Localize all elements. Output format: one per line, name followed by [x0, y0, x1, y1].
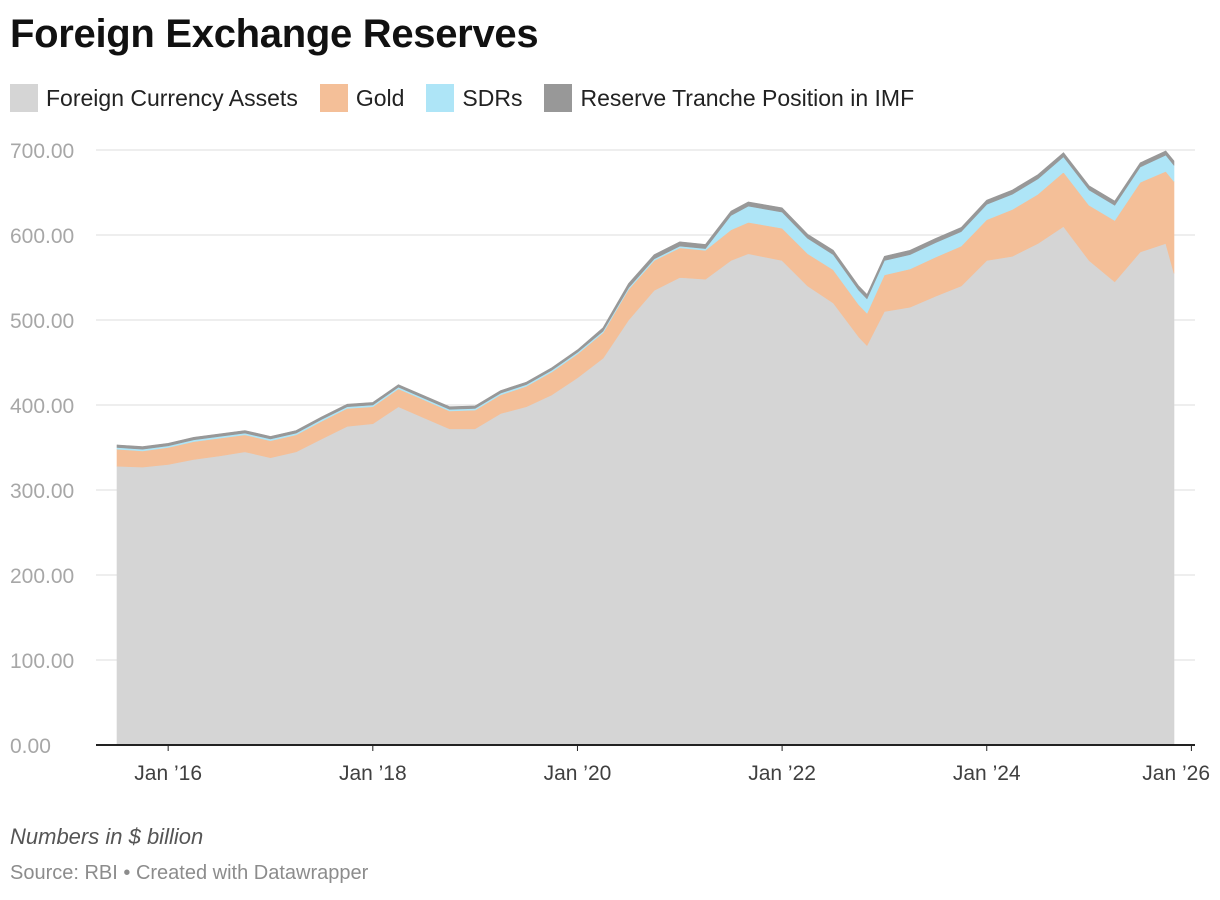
- chart-title: Foreign Exchange Reserves: [10, 12, 539, 56]
- y-tick-label: 300.00: [10, 480, 74, 503]
- legend-label-sdrs: SDRs: [462, 84, 523, 111]
- x-tick-label: Jan ’22: [748, 762, 816, 785]
- x-tick-label: Jan ’26: [1142, 762, 1210, 785]
- x-tick-label: Jan ’24: [953, 762, 1021, 785]
- y-tick-label: 400.00: [10, 395, 74, 418]
- source-credit: Source: RBI • Created with Datawrapper: [10, 862, 369, 884]
- area-foreign-currency-assets: [116, 226, 1175, 746]
- x-axis-ticks: Jan ’16 Jan ’18 Jan ’20 Jan ’22 Jan ’24 Jan ’…: [134, 745, 1210, 785]
- x-tick-label: Jan ’18: [339, 762, 407, 785]
- y-tick-label: 500.00: [10, 310, 74, 333]
- legend-item-foreign-currency-assets: Foreign Currency Assets: [10, 84, 298, 112]
- x-tick-label: Jan ’20: [544, 762, 612, 785]
- legend-item-gold: Gold: [319, 84, 405, 112]
- legend-swatch-gold: [319, 84, 348, 112]
- legend-swatch-sdrs: [426, 84, 455, 112]
- legend-item-sdrs: SDRs: [426, 84, 522, 112]
- units-note: Numbers in $ billion: [10, 824, 204, 849]
- legend-label-foreign-currency-assets: Foreign Currency Assets: [46, 84, 298, 111]
- y-tick-label: 100.00: [10, 650, 74, 673]
- y-tick-label: 0.00: [10, 735, 51, 758]
- area-reserve-tranche-position-in-imf: [116, 150, 1175, 450]
- y-tick-label: 700.00: [10, 140, 74, 163]
- legend-swatch-reserve-tranche: [544, 84, 573, 112]
- stacked-area-chart: 0.00 100.00 200.00 300.00 400.00 500.00 600.00…: [10, 140, 1210, 785]
- legend: Foreign Currency Assets Gold SDRs Reserv…: [10, 84, 936, 112]
- x-tick-label: Jan ’16: [134, 762, 202, 785]
- y-tick-label: 200.00: [10, 565, 74, 588]
- y-axis-ticks: 0.00 100.00 200.00 300.00 400.00 500.00 600.00…: [10, 140, 74, 758]
- y-tick-label: 600.00: [10, 225, 74, 248]
- legend-label-gold: Gold: [355, 84, 405, 111]
- legend-label-reserve-tranche: Reserve Tranche Position in IMF: [580, 84, 915, 111]
- legend-swatch-foreign-currency-assets: [10, 84, 38, 112]
- area-series: [116, 150, 1175, 746]
- legend-item-reserve-tranche: Reserve Tranche Position in IMF: [544, 84, 914, 112]
